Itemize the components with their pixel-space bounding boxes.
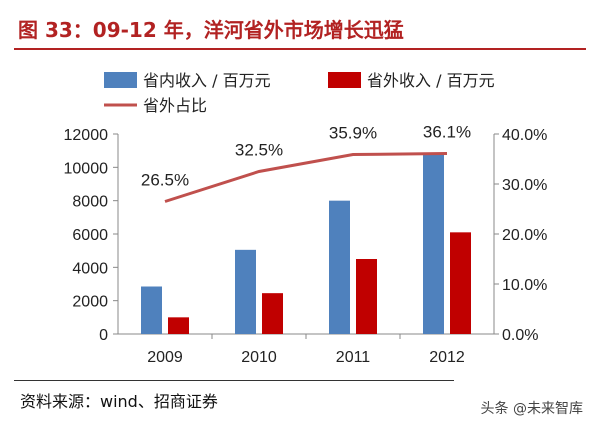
- bar-outside-2009: [168, 317, 189, 334]
- right-tick-label: 40.0%: [502, 127, 547, 144]
- right-tick-label: 10.0%: [502, 277, 547, 294]
- legend-label-outside: 省外收入 / 百万元: [367, 71, 495, 90]
- bar-outside-2010: [262, 293, 283, 334]
- legend-label-share: 省外占比: [143, 96, 207, 115]
- bar-domestic-2012: [423, 154, 444, 334]
- bar-outside-2011: [356, 259, 377, 334]
- left-tick-label: 8000: [72, 194, 108, 211]
- x-tick-label: 2010: [241, 349, 277, 366]
- figure-title: 图 33：09-12 年，洋河省外市场增长迅猛: [18, 18, 404, 42]
- share-data-label: 26.5%: [141, 171, 189, 190]
- bars: [141, 154, 471, 334]
- bar-outside-2012: [450, 232, 471, 334]
- legend-label-domestic: 省内收入 / 百万元: [143, 71, 271, 90]
- share-data-label: 35.9%: [329, 124, 377, 143]
- share-data-label: 32.5%: [235, 141, 283, 160]
- right-tick-label: 0.0%: [502, 327, 538, 344]
- bar-domestic-2011: [329, 200, 350, 334]
- left-tick-label: 6000: [72, 227, 108, 244]
- left-tick-label: 0: [99, 327, 108, 344]
- x-tick-label: 2009: [147, 349, 183, 366]
- share-data-label: 36.1%: [423, 123, 471, 142]
- right-tick-label: 20.0%: [502, 227, 547, 244]
- watermark: 头条 @未来智库: [480, 401, 583, 417]
- share-polyline: [164, 152, 448, 203]
- title-underline: [14, 48, 586, 50]
- legend-swatch-outside: [328, 72, 361, 88]
- share-line: [164, 152, 448, 203]
- legend-swatch-domestic: [104, 72, 137, 88]
- x-tick-label: 2011: [336, 349, 371, 366]
- left-tick-label: 2000: [72, 294, 108, 311]
- x-tick-label: 2012: [429, 349, 465, 366]
- axes: 0 2000 4000 6000 8000 10000 12000 0.0% 10.0% 20.0…: [64, 127, 548, 366]
- bar-domestic-2010: [235, 249, 256, 334]
- data-labels: 26.5% 32.5% 35.9% 36.1%: [141, 123, 471, 190]
- source-divider: [14, 380, 454, 381]
- left-tick-label: 10000: [64, 160, 109, 177]
- source-note: 资料来源：wind、招商证券: [20, 392, 218, 411]
- left-tick-label: 4000: [72, 260, 108, 277]
- left-tick-label: 12000: [64, 127, 109, 144]
- bar-domestic-2009: [141, 286, 162, 334]
- right-tick-label: 30.0%: [502, 177, 547, 194]
